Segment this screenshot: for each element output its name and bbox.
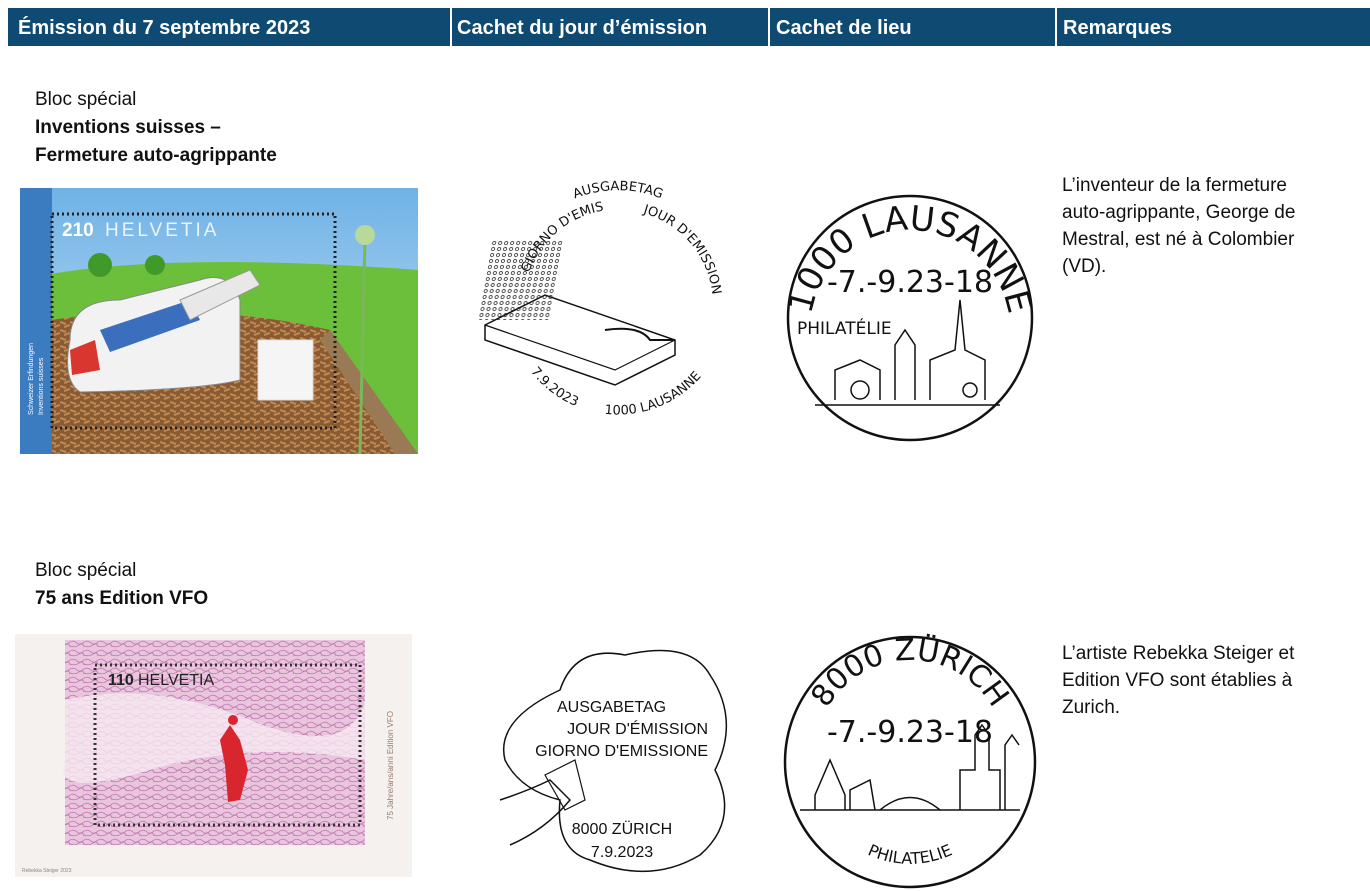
- header-cell: Cachet du jour d’émission: [457, 17, 708, 39]
- header-cell: Cachet de lieu: [776, 17, 912, 39]
- stamp-value: 210: [62, 220, 94, 241]
- remark-line: Zurich.: [1062, 697, 1121, 718]
- stamp-side-text: Schweizer Erfindungen: [28, 343, 35, 415]
- stamp-country: HELVETIA: [138, 672, 215, 689]
- cancel-text: JOUR D'EMISSION: [641, 202, 724, 295]
- remark-line: auto-agrippante, George de: [1062, 202, 1296, 223]
- cancel-date: -7.-9.23-18: [827, 715, 993, 750]
- cancel-text: JOUR D'ÉMISSION: [567, 719, 708, 738]
- remarks: L’artiste Rebekka Steiger et Edition VFO…: [1062, 640, 1294, 721]
- stamp-country: HELVETIA: [105, 220, 219, 241]
- remark-line: Edition VFO sont établies à: [1062, 670, 1293, 691]
- issue-title: 75 ans Edition VFO: [35, 588, 209, 609]
- issue-block: Bloc spécial 75 ans Edition VFO: [35, 557, 208, 613]
- cancel-caption: PHILATELIE: [865, 840, 954, 868]
- cancel-text: 7.9.2023: [527, 364, 580, 410]
- issue-block: Bloc spécial Inventions suisses – Fermet…: [35, 86, 277, 170]
- remark-line: L’artiste Rebekka Steiger et: [1062, 643, 1295, 664]
- issue-label: Bloc spécial: [35, 560, 137, 581]
- cancel-text: AUSGABETAG: [557, 699, 666, 716]
- cancel-text: GIORNO D'EMISSIONE: [535, 743, 708, 760]
- stamp-side-text: Inventions suisses: [38, 357, 45, 415]
- stamp-sheet: 110 HELVETIA 75 Jahre/ans/anni Edition V…: [15, 634, 412, 877]
- issue-title: Inventions suisses –: [35, 117, 221, 138]
- cancel-text: AUSGABETAG: [571, 179, 665, 202]
- issue-label: Bloc spécial: [35, 89, 137, 110]
- header-cell: Remarques: [1063, 17, 1172, 39]
- cancel-place: 8000 ZÜRICH: [804, 632, 1015, 713]
- first-day-cancel: AUSGABETAG JOUR D'ÉMISSION GIORNO D'EMIS…: [499, 649, 728, 873]
- remarks: L’inventeur de la fermeture auto-agrippa…: [1062, 172, 1295, 280]
- stamp-value: 110: [108, 672, 134, 689]
- cancel-caption: PHILATELIE: [865, 840, 954, 868]
- cancel-date: -7.-9.23-18: [827, 265, 993, 300]
- stamp-side-text: Rebekka Steiger 2023: [22, 868, 72, 874]
- cancel-place: 8000 ZÜRICH: [804, 632, 1015, 713]
- header-cell: Émission du 7 septembre 2023: [18, 17, 311, 39]
- cancel-text: AUSGABETAG: [571, 179, 665, 202]
- stamp-sheet: 210 HELVETIA Schweizer Erfindungen Inven…: [20, 188, 418, 455]
- stamp-side-text: 75 Jahre/ans/anni Edition VFO: [386, 711, 395, 820]
- issue-title: Fermeture auto-agrippante: [35, 145, 277, 166]
- cancel-text: 7.9.2023: [591, 844, 653, 861]
- remark-line: L’inventeur de la fermeture: [1062, 175, 1287, 196]
- remark-line: Mestral, est né à Colombier: [1062, 229, 1295, 250]
- cancel-text: JOUR D'EMISSION: [641, 202, 724, 295]
- cancel-text: 7.9.2023: [527, 364, 580, 410]
- separator: [1055, 8, 1057, 46]
- place-cancel: 1000 LAUSANNE -7.-9.23-18 PHILATÉLIE: [781, 194, 1039, 442]
- separator: [450, 8, 452, 46]
- cancel-caption: PHILATÉLIE: [797, 317, 892, 339]
- separator: [768, 8, 770, 46]
- place-cancel: 8000 ZÜRICH -7.-9.23-18 PHILATELIE: [783, 632, 1037, 889]
- header-bar: Émission du 7 septembre 2023 Cachet du j…: [8, 8, 1370, 46]
- remark-line: (VD).: [1062, 256, 1107, 277]
- cancel-text: 8000 ZÜRICH: [572, 820, 672, 838]
